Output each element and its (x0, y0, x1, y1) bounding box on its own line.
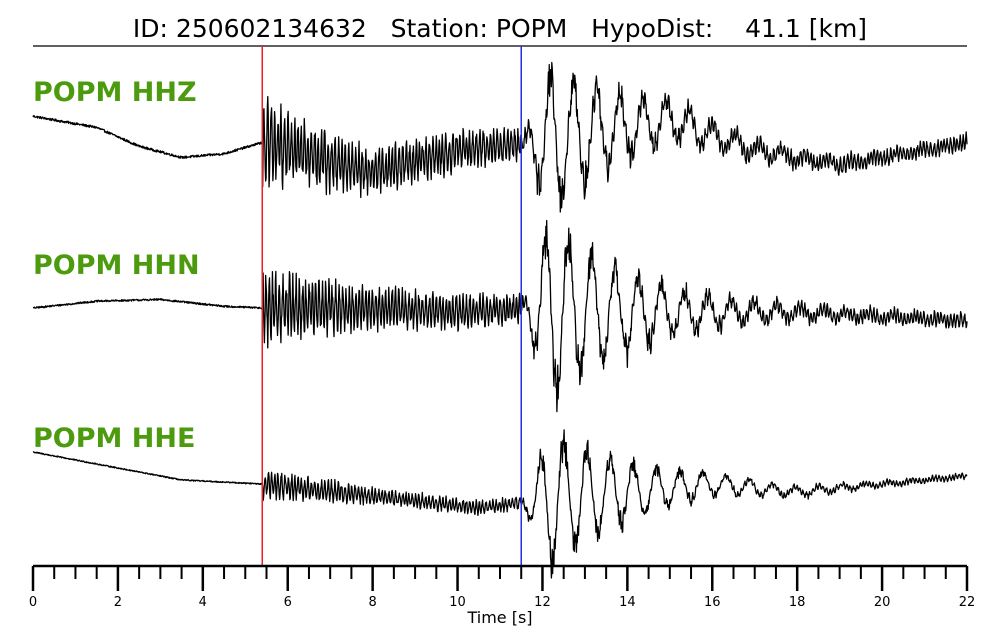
x-tick-label: 6 (284, 595, 292, 610)
x-tick-label: 8 (368, 595, 376, 610)
trace-group (32, 61, 968, 579)
trace-popm-hhn (32, 219, 968, 413)
channel-label: POPM HHE (33, 423, 195, 454)
x-tick-label: 2 (114, 595, 122, 610)
x-tick-label: 0 (29, 595, 37, 610)
x-tick-label: 18 (789, 595, 806, 610)
channel-label: POPM HHZ (33, 77, 197, 108)
x-tick-label: 10 (449, 595, 466, 610)
phase-pick-group (261, 46, 522, 566)
x-tick-label: 20 (874, 595, 891, 610)
trace-popm-hhz (32, 61, 968, 213)
x-tick-label: 4 (199, 595, 207, 610)
plot-title: ID: 250602134632 Station: POPM HypoDist:… (133, 14, 867, 43)
x-tick-label: 14 (619, 595, 636, 610)
channel-label: POPM HHN (33, 250, 200, 281)
time-axis: 0 2 4 6 8 10 12 14 16 18 20 22 (29, 564, 976, 610)
x-tick-label: 16 (704, 595, 721, 610)
x-tick-label: 22 (959, 595, 976, 610)
trace-popm-hhe (32, 429, 968, 579)
channel-label-group: POPM HHZ POPM HHN POPM HHE (33, 77, 200, 454)
x-tick-label: 12 (534, 595, 551, 610)
x-axis-label: Time [s] (466, 608, 532, 627)
